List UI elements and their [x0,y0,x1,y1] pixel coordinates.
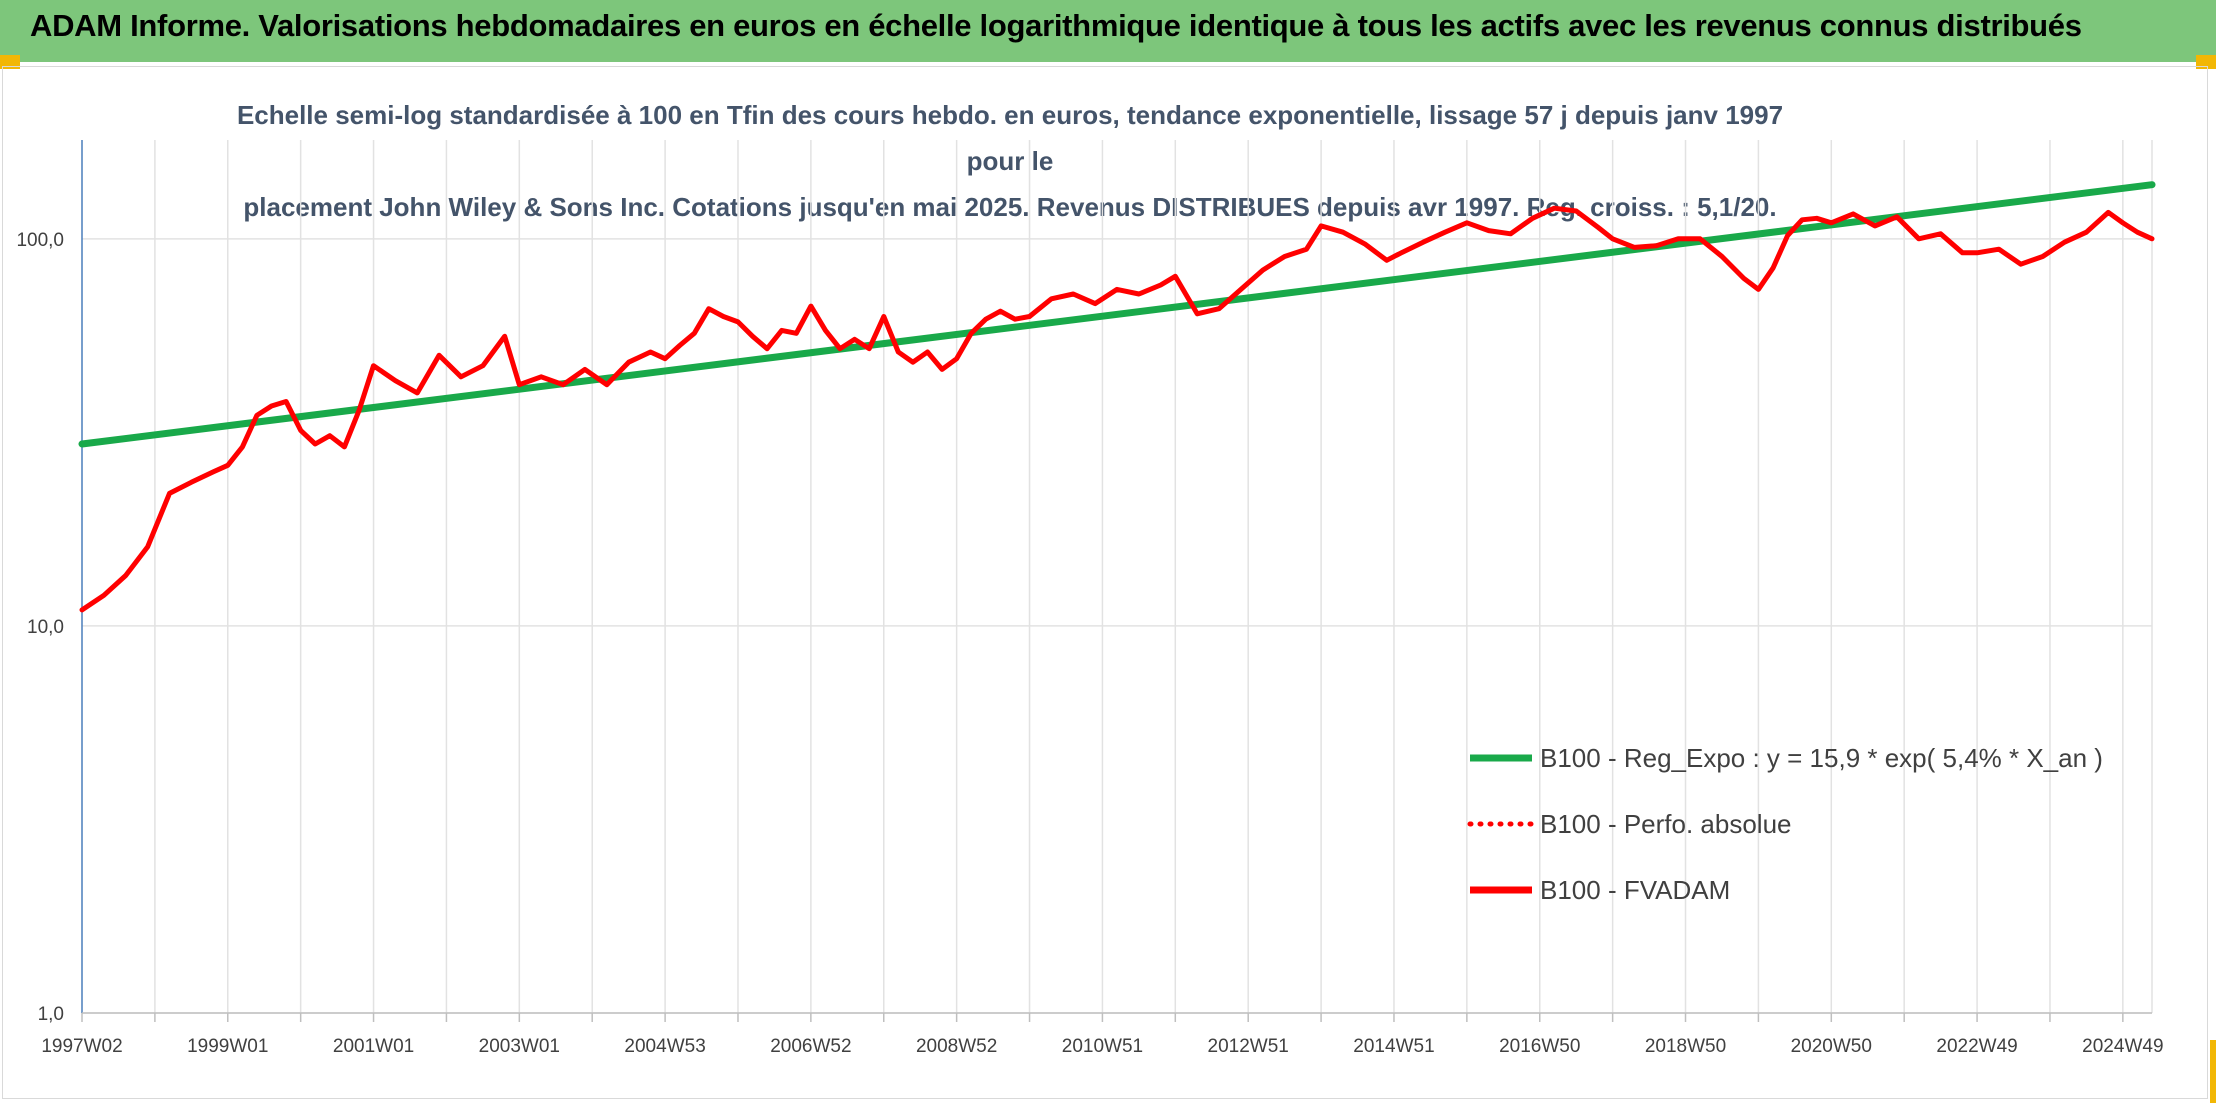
y-tick-label: 10,0 [27,617,64,638]
x-tick-label: 2004W53 [624,1036,705,1057]
x-tick-label: 2012W51 [1208,1036,1289,1057]
legend-label-1: B100 - Perfo. absolue [1540,809,1792,839]
corner-marker-right [2196,55,2216,69]
grid-lines [82,140,2153,1014]
report-title: ADAM Informe. Valorisations hebdomadaire… [30,8,2082,43]
x-tick-label: 2003W01 [479,1036,560,1057]
x-tick-label: 2024W49 [2082,1036,2163,1057]
x-tick-label: 2020W50 [1791,1036,1872,1057]
x-tick-label: 2001W01 [333,1036,414,1057]
x-axis-tick-labels: 1997W02 1999W01 2001W01 2003W01 2004W53 2006W… [41,1036,2163,1057]
x-tick-label: 2022W49 [1936,1036,2017,1057]
x-tick-label: 1999W01 [187,1036,268,1057]
y-tick-label: 1,0 [38,1004,64,1025]
y-tick-label: 100,0 [16,230,64,251]
legend: B100 - Reg_Expo : y = 15,9 * exp( 5,4% *… [1467,743,2103,905]
chart-title-line-2: placement John Wiley & Sons Inc. Cotatio… [243,192,1777,222]
x-tick-label: 2010W51 [1062,1036,1143,1057]
x-tick-label: 1997W02 [41,1036,122,1057]
axes [81,140,2152,1022]
report-banner: ADAM Informe. Valorisations hebdomadaire… [0,0,2216,62]
x-tick-label: 2016W50 [1499,1036,1580,1057]
chart-title-line-1: Echelle semi-log standardisée à 100 en T… [236,100,1784,176]
series-line-0 [78,181,2156,448]
chart-area [2,66,2208,1099]
y-axis-tick-labels: 1,0 10,0 100,0 [16,230,64,1025]
x-tick-label: 2014W51 [1353,1036,1434,1057]
legend-label-2: B100 - FVADAM [1540,875,1730,905]
chart-title: Echelle semi-log standardisée à 100 en T… [220,92,1800,230]
corner-marker-bottom-right [2210,1040,2216,1103]
x-tick-label: 2008W52 [916,1036,997,1057]
series-lines [78,181,2156,613]
legend-label-0: B100 - Reg_Expo : y = 15,9 * exp( 5,4% *… [1540,743,2103,773]
x-tick-label: 2006W52 [770,1036,851,1057]
x-tick-label: 2018W50 [1645,1036,1726,1057]
series-line-2 [79,205,2155,613]
corner-marker-left [0,55,20,69]
